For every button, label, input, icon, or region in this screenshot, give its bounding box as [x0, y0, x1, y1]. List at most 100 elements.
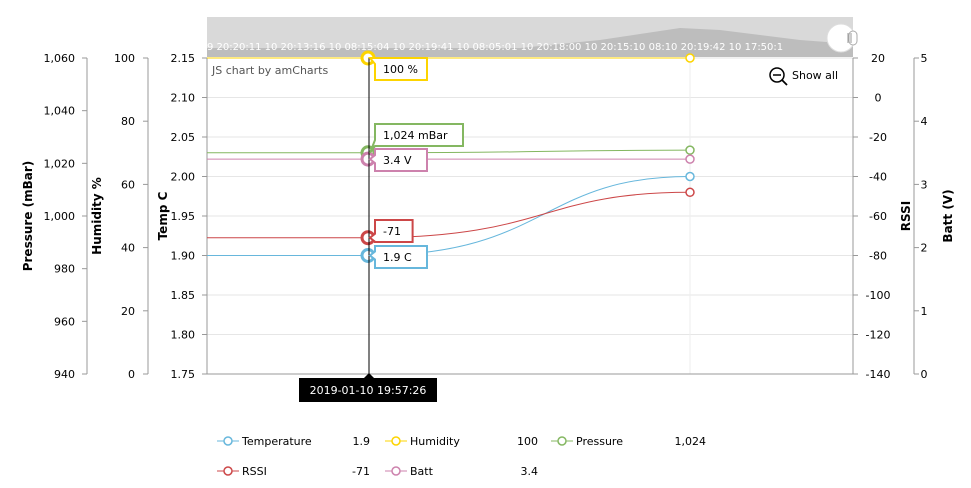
legend-label: Pressure — [576, 435, 623, 448]
series-batt — [207, 151, 695, 167]
cursor-pointer — [363, 373, 375, 379]
axis-pressure-tick-label: 940 — [54, 368, 75, 381]
axis-temp-tick-label: 1.95 — [171, 210, 196, 223]
legend-item-pressure[interactable]: Pressure 1,024 — [551, 435, 706, 448]
legend-marker — [223, 466, 233, 476]
axis-humidity-tick-label: 80 — [121, 115, 135, 128]
axis-pressure-tick-label: 960 — [54, 315, 75, 328]
axis-batt-tick-label: 0 — [921, 368, 928, 381]
axis-humidity-tick-label: 40 — [121, 242, 135, 255]
axis-rssi-tick-label: 20 — [871, 52, 885, 65]
axis-temp-tick-label: 2.00 — [171, 171, 196, 184]
axis-rssi-tick-label: -80 — [869, 250, 887, 263]
legend-label: Humidity — [410, 435, 460, 448]
balloon-temperature: 1.9 C — [368, 245, 428, 269]
axis-pressure-title: Pressure (mBar) — [21, 161, 35, 272]
legend-item-batt[interactable]: Batt 3.4 — [385, 465, 538, 478]
axis-batt-tick-label: 2 — [921, 242, 928, 255]
balloon-rssi: -71 — [368, 219, 414, 243]
series-pressure-line — [207, 149, 691, 154]
show-all-label: Show all — [792, 69, 838, 82]
axis-batt-tick-label: 1 — [921, 305, 928, 318]
legend-value: 3.4 — [521, 465, 539, 478]
axis-rssi-tick-label: -60 — [869, 210, 887, 223]
axis-rssi-title: RSSI — [899, 201, 913, 231]
axis-temp-tick-label: 1.85 — [171, 289, 196, 302]
axis-batt-tick-label: 3 — [921, 178, 928, 191]
series-pressure-point — [685, 145, 695, 155]
series-batt-point — [685, 154, 695, 164]
axis-pressure-tick-label: 1,020 — [44, 157, 76, 170]
cursor-label-box — [299, 378, 437, 402]
legend-value: -71 — [352, 465, 370, 478]
legend-value: 1.9 — [353, 435, 371, 448]
axis-temp: 1.75 1.80 1.85 1.90 1.95 2.00 2.05 2.10 2.15 Temp… — [156, 52, 208, 381]
axis-temp-tick-label: 1.90 — [171, 250, 196, 263]
legend-marker — [391, 466, 401, 476]
axis-batt-tick-label: 5 — [921, 52, 928, 65]
axis-humidity: 0 20 40 60 80 100 Humidity % — [90, 52, 149, 381]
series-layer — [207, 50, 695, 263]
axis-pressure-tick-label: 1,040 — [44, 105, 76, 118]
chart-scrollbar[interactable]: 9 20:20:11 10 20:13:16 10 08:15:04 10 20… — [207, 17, 858, 57]
axis-batt-tick-label: 4 — [921, 115, 928, 128]
axis-pressure: 940 960 980 1,000 1,020 1,040 1,060 Pressure (m… — [21, 52, 88, 381]
legend-marker — [391, 436, 401, 446]
axis-pressure-tick-label: 1,000 — [44, 210, 76, 223]
axis-temp-tick-label: 1.75 — [171, 368, 196, 381]
balloon-text: 3.4 V — [383, 154, 412, 167]
axis-temp-tick-label: 2.05 — [171, 131, 196, 144]
axis-temp-tick-label: 2.15 — [171, 52, 196, 65]
balloon-text: 100 % — [383, 63, 418, 76]
axis-pressure-tick-label: 980 — [54, 263, 75, 276]
legend-value: 1,024 — [675, 435, 707, 448]
scrollbar-grip-button[interactable] — [826, 23, 858, 53]
axis-humidity-tick-label: 0 — [128, 368, 135, 381]
axis-humidity-title: Humidity % — [90, 177, 104, 255]
legend-item-temperature[interactable]: Temperature 1.9 — [217, 435, 370, 448]
axis-humidity-tick-label: 20 — [121, 305, 135, 318]
chart-cursor: 2019-01-10 19:57:26 — [299, 58, 437, 402]
balloon-pressure: 1,024 mBar — [369, 123, 464, 154]
series-humidity-point — [685, 53, 695, 63]
series-rssi-line — [207, 191, 691, 239]
axis-rssi-tick-label: -140 — [866, 368, 891, 381]
axis-rssi: -140 -120 -100 -80 -60 -40 -20 0 20 RSSI — [852, 52, 913, 381]
axis-batt: 0 1 2 3 4 5 Batt (V) — [913, 52, 955, 381]
series-pressure — [207, 145, 695, 161]
legend-marker — [223, 436, 233, 446]
balloon-text: 1.9 C — [383, 251, 412, 264]
axis-batt-title: Batt (V) — [941, 189, 955, 242]
balloon-humidity: 100 % — [367, 57, 428, 81]
scrollbar-labels: 9 20:20:11 10 20:13:16 10 08:15:04 10 20… — [207, 42, 783, 53]
series-balloons: 1.9 C 100 % 1,024 mBar -71 3.4 V — [367, 57, 464, 269]
amcharts-watermark[interactable]: JS chart by amCharts — [211, 64, 328, 77]
legend-item-rssi[interactable]: RSSI -71 — [217, 465, 370, 478]
legend-marker — [557, 436, 567, 446]
legend-label: Batt — [410, 465, 434, 478]
axis-temp-tick-label: 2.10 — [171, 92, 196, 105]
legend[interactable]: Temperature 1.9 Humidity 100 Pressure 1,024 RS… — [217, 435, 706, 478]
axis-rssi-tick-label: 0 — [875, 92, 882, 105]
axis-rssi-tick-label: -120 — [866, 329, 891, 342]
legend-item-humidity[interactable]: Humidity 100 — [385, 435, 538, 448]
balloon-text: 1,024 mBar — [383, 129, 448, 142]
axis-humidity-tick-label: 100 — [114, 52, 135, 65]
plot-grid — [207, 57, 853, 375]
scrollbar-preview-area — [207, 28, 853, 57]
balloon-text: -71 — [383, 225, 401, 238]
balloon-batt: 3.4 V — [368, 148, 428, 172]
show-all-button[interactable]: Show all — [769, 67, 838, 86]
axis-temp-title: Temp C — [156, 191, 170, 240]
legend-label: Temperature — [241, 435, 312, 448]
axis-rssi-tick-label: -40 — [869, 171, 887, 184]
axis-rssi-tick-label: -20 — [869, 131, 887, 144]
series-temperature — [207, 171, 695, 263]
axis-temp-tick-label: 1.80 — [171, 329, 196, 342]
axis-pressure-tick-label: 1,060 — [44, 52, 76, 65]
legend-value: 100 — [517, 435, 538, 448]
cursor-label: 2019-01-10 19:57:26 — [310, 384, 427, 397]
value-axes: 940 960 980 1,000 1,020 1,040 1,060 Pressure (m… — [21, 52, 955, 381]
series-temperature-point — [685, 171, 695, 182]
